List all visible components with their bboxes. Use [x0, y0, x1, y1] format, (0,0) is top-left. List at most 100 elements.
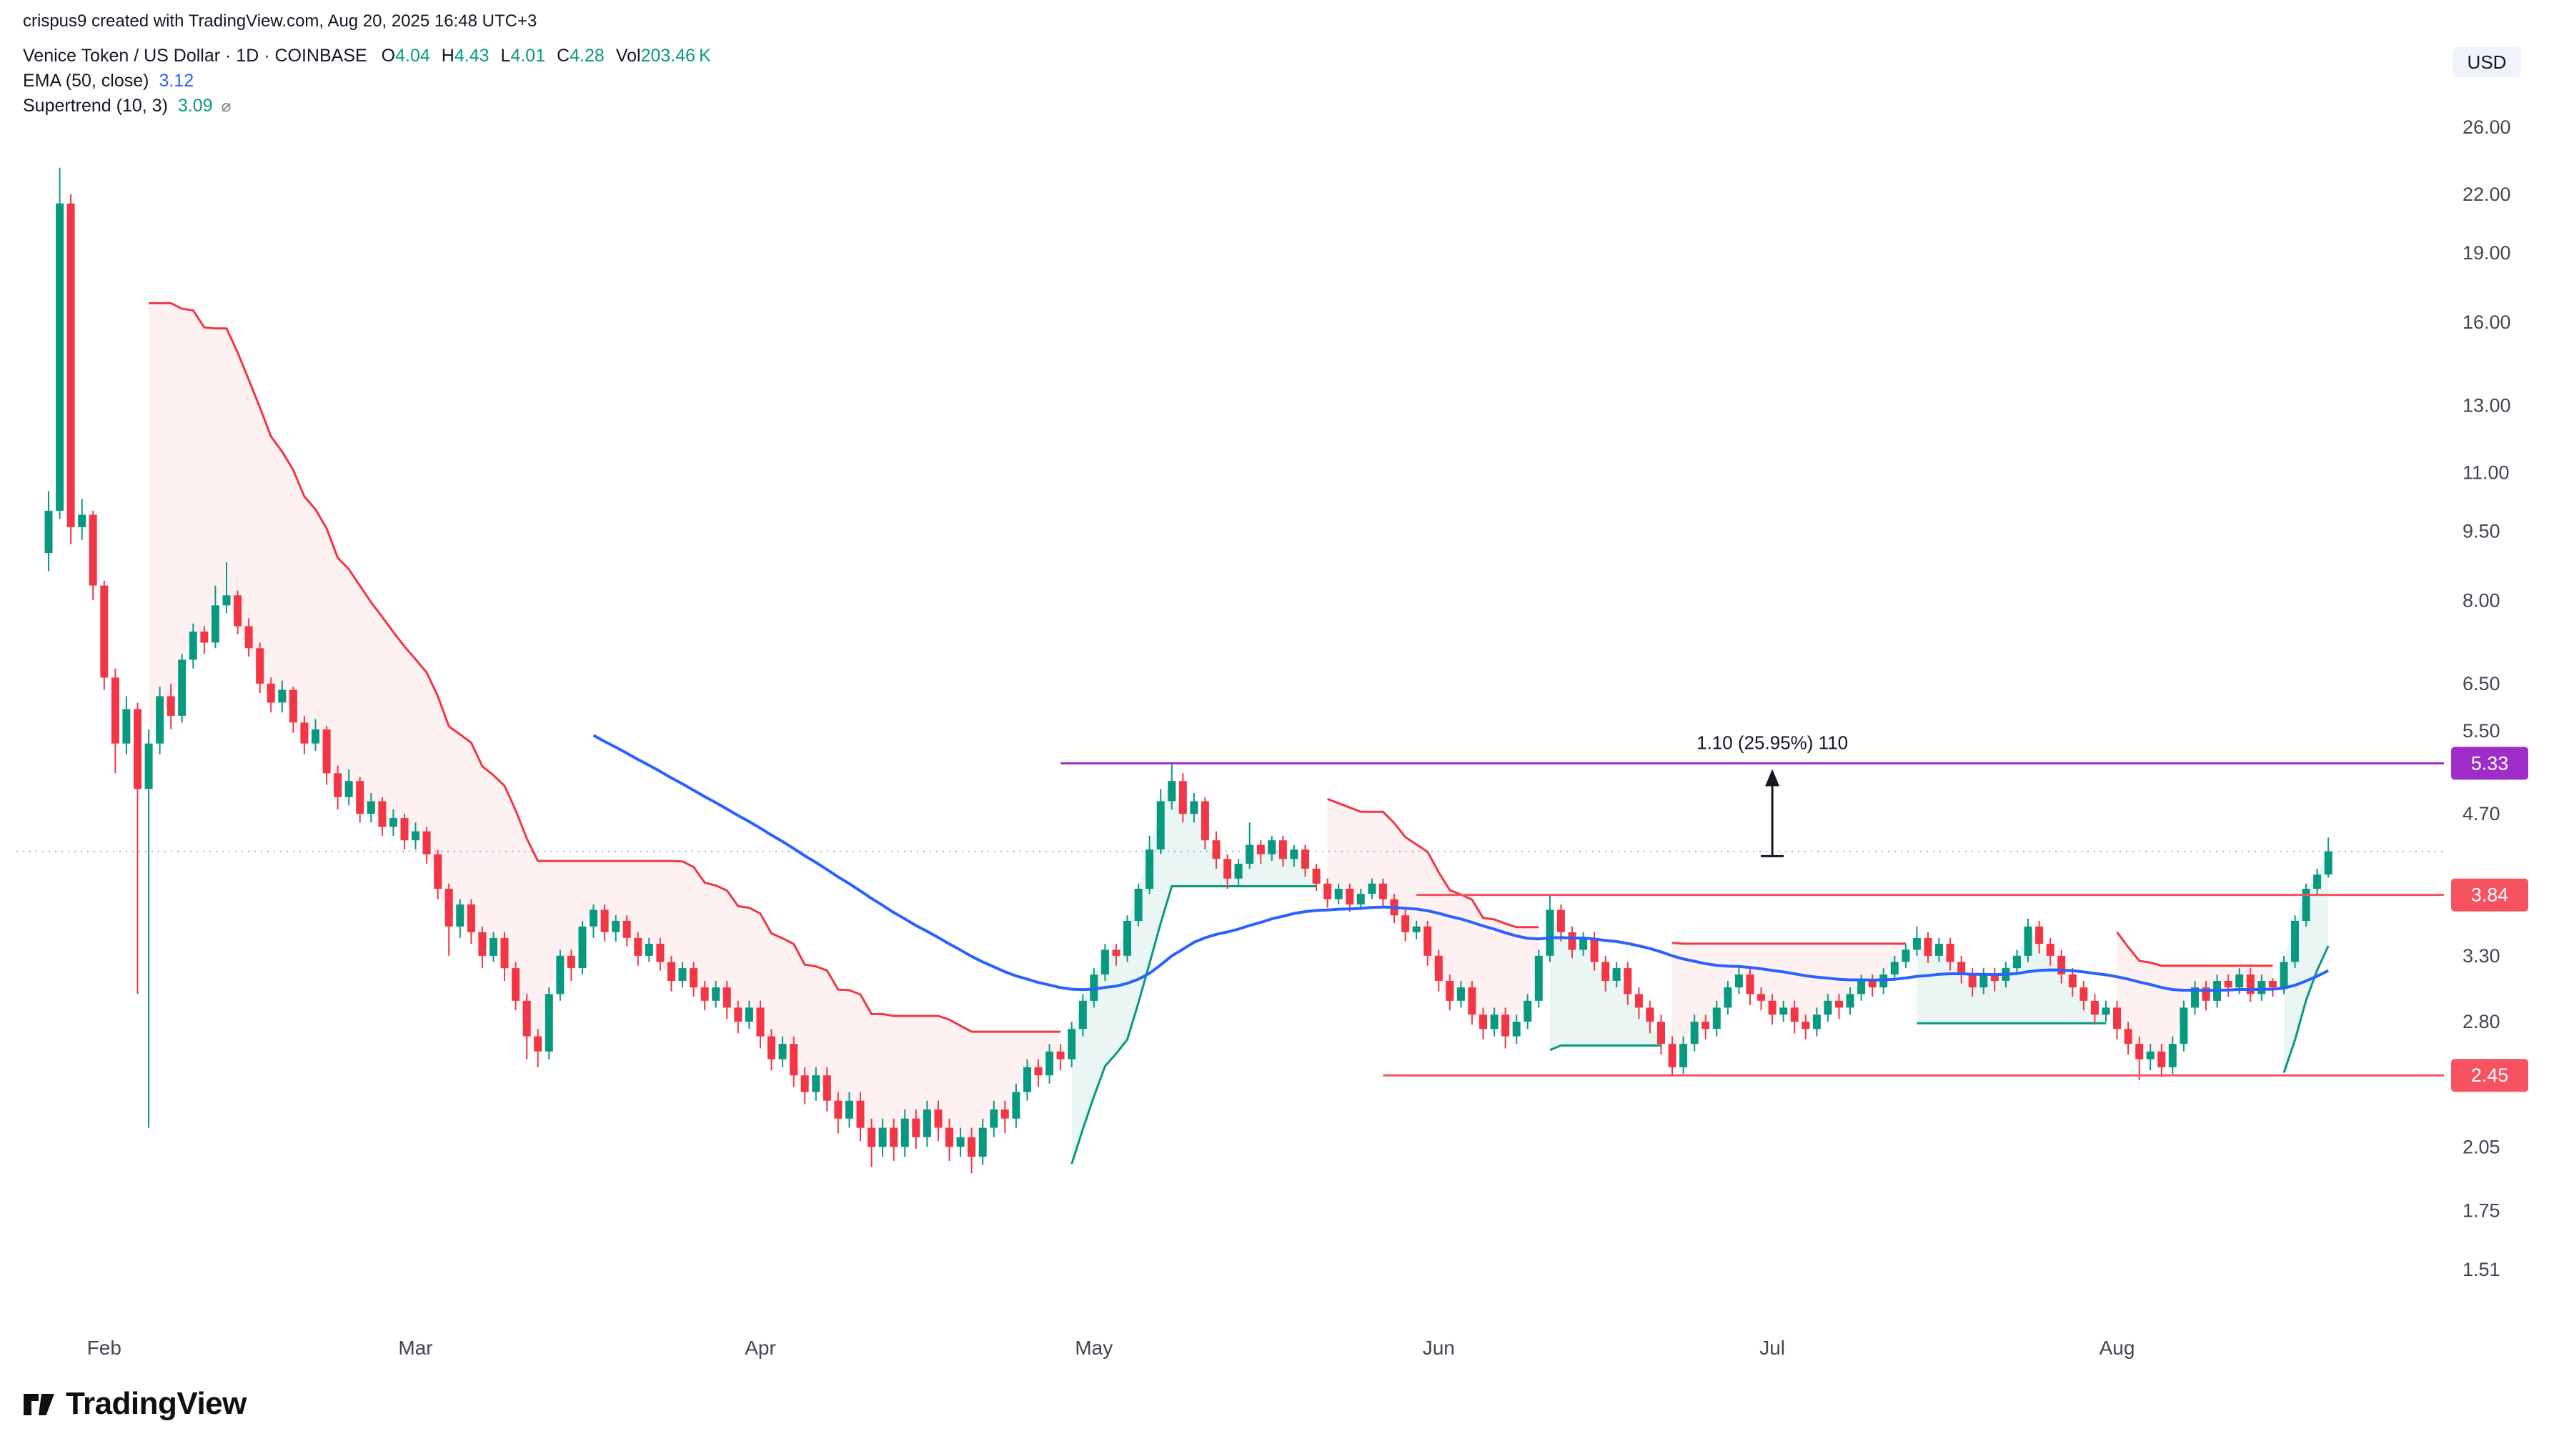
candle-body [912, 1118, 920, 1137]
candle-body [2224, 981, 2232, 988]
candle-body [1278, 840, 1287, 859]
candle-body [1835, 1000, 1843, 1008]
candle-body [1746, 974, 1754, 994]
candle-body [578, 926, 587, 969]
time-axis-label[interactable]: Aug [2100, 1337, 2135, 1359]
supertrend-fill [1071, 781, 1317, 1165]
candle-body [100, 585, 109, 678]
candle-body [956, 1137, 965, 1147]
supertrend-line[interactable] [2282, 945, 2330, 1073]
symbol-title: Venice Token / US Dollar · 1D · COINBASE [23, 46, 367, 66]
candle-body [1190, 801, 1198, 814]
currency-usd-button[interactable]: USD [2453, 47, 2521, 77]
price-tag[interactable] [2451, 1059, 2528, 1092]
ema-indicator-value: 3.12 [159, 71, 194, 91]
ema-indicator-name: EMA (50, close) [23, 71, 149, 91]
hidden-plot-icon[interactable]: ⌀ [221, 96, 232, 115]
candle-body [89, 514, 97, 586]
ema-line[interactable] [592, 734, 2330, 992]
candle-body [422, 831, 431, 854]
candle-body [1334, 889, 1343, 899]
candle-body [990, 1110, 998, 1128]
tradingview-logo-text: TradingView [66, 1386, 247, 1421]
candle-body [978, 1127, 987, 1157]
candle-body [2068, 974, 2077, 988]
candle-body [1890, 962, 1899, 974]
candle-body [1301, 849, 1309, 869]
candle-body [211, 605, 219, 643]
time-axis-label[interactable]: Feb [87, 1337, 121, 1359]
candle-body [1346, 889, 1354, 904]
candle-body [1068, 1029, 1076, 1059]
candle-body [722, 987, 731, 1008]
candle-body [412, 831, 419, 841]
tradingview-logo-icon [24, 1394, 54, 1415]
candle-body [2168, 1044, 2177, 1067]
candle-body [1423, 926, 1432, 956]
candle-body [1634, 994, 1643, 1008]
ohlc-high: H4.43 [441, 46, 490, 66]
candle-body [389, 818, 397, 827]
candle-body [500, 937, 509, 969]
candle-body [934, 1110, 943, 1128]
candle-body [678, 968, 687, 981]
candle-body [1968, 974, 1977, 988]
candle-body [923, 1110, 931, 1137]
candle-body [1078, 1000, 1087, 1029]
candle-body [322, 729, 331, 774]
candle-body [2057, 955, 2066, 974]
candle-body [1990, 974, 1999, 981]
candle-body [2024, 926, 2032, 956]
candle-body [2102, 1007, 2110, 1015]
symbol-legend-row[interactable]: Venice Token / US Dollar · 1D · COINBASE… [23, 46, 722, 71]
candle-body [344, 781, 353, 797]
candle-body [1724, 987, 1732, 1008]
candle-body [845, 1100, 853, 1119]
candle-body [900, 1118, 909, 1147]
candle-body [144, 743, 153, 789]
candle-body [2302, 889, 2310, 921]
candle-body [478, 932, 487, 956]
candle-body [778, 1044, 787, 1059]
supertrend-line[interactable] [149, 301, 1061, 1033]
candle-body [1668, 1044, 1676, 1067]
price-tag-label: 5.33 [2471, 752, 2509, 774]
ema-legend-row[interactable]: EMA (50, close) 3.12 [23, 71, 722, 96]
supertrend-line[interactable] [1672, 942, 1906, 945]
candle-body [645, 944, 653, 956]
candle-body [244, 626, 253, 649]
tradingview-logo[interactable]: TradingView [21, 1386, 247, 1422]
price-tag[interactable] [2451, 747, 2528, 780]
candle-body [968, 1137, 976, 1157]
candle-body [2113, 1007, 2121, 1029]
candle-body [823, 1075, 831, 1101]
supertrend-fill [1327, 799, 1539, 1037]
supertrend-legend-row[interactable]: Supertrend (10, 3) 3.09 ⌀ [23, 96, 722, 121]
candle-body [122, 709, 131, 744]
candle-body [1378, 883, 1387, 899]
supertrend-fill [1549, 909, 1661, 1050]
candle-body [1935, 944, 1943, 956]
supertrend-line[interactable] [1549, 1044, 1661, 1052]
candle-body [1212, 840, 1221, 859]
candle-body [1446, 981, 1454, 1001]
supertrend-line[interactable] [2116, 931, 2273, 967]
supertrend-line[interactable] [1327, 797, 1539, 929]
candle-body [790, 1044, 798, 1076]
candle-body [522, 1000, 531, 1037]
price-axis-label: 9.50 [2463, 521, 2500, 542]
time-axis-label[interactable]: Apr [745, 1337, 776, 1359]
time-axis-label[interactable]: Jun [1423, 1337, 1455, 1359]
time-axis-label[interactable]: May [1075, 1337, 1113, 1359]
price-axis-label: 11.00 [2463, 462, 2510, 483]
candle-body [1356, 894, 1365, 904]
time-axis-label[interactable]: Mar [398, 1337, 432, 1359]
candle-body [111, 677, 119, 744]
price-tag[interactable] [2451, 878, 2528, 912]
time-axis-label[interactable]: Jul [1759, 1337, 1785, 1359]
supertrend-line[interactable] [1070, 885, 1317, 1165]
supertrend-fill [149, 303, 1061, 1157]
candle-body [66, 203, 75, 527]
candle-body [634, 937, 642, 956]
